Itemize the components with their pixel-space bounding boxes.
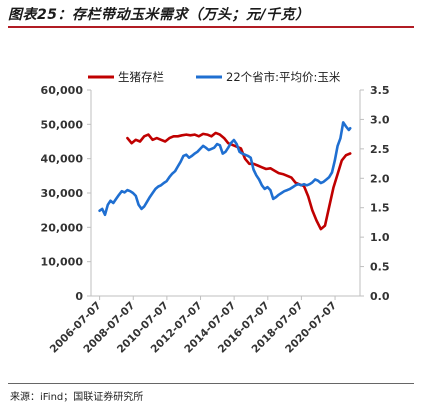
chart-svg: 0 10,000 20,000 30,000 40,000 50,000 60,000 0.0… [41,70,390,356]
y-right-tick-label: 3.5 [370,84,390,97]
y-left-tick-label: 60,000 [41,84,84,97]
y-right-tick-label: 1.5 [370,202,390,215]
y-right-tick-label: 3.0 [370,113,390,126]
y-right-tick-label: 2.5 [370,143,390,156]
chart-axes: 0 10,000 20,000 30,000 40,000 50,000 60,000 0.0… [41,84,390,356]
source-rule [8,383,414,384]
y-left-tick-label: 50,000 [41,118,84,131]
legend-label-hog-inventory: 生猪存栏 [118,70,164,84]
y-right-tick-label: 0.5 [370,261,390,274]
figure-title: 图表25：存栏带动玉米需求（万头；元/千克） [8,7,310,23]
source-note: 来源：iFind；国联证券研究所 [10,392,144,403]
chart-legend: 生猪存栏 22个省市:平均价:玉米 [88,70,341,84]
y-right-tick-label: 2.0 [370,172,390,185]
y-left-tick-label: 20,000 [41,221,84,234]
legend-label-corn-price: 22个省市:平均价:玉米 [226,70,341,84]
chart-series-layer [98,121,352,231]
y-right-tick-label: 0.0 [370,290,390,303]
title-rule [8,26,414,28]
chart-container: 0 10,000 20,000 30,000 40,000 50,000 60,000 0.0… [0,30,422,380]
y-left-tick-label: 10,000 [41,256,84,269]
y-right-tick-label: 1.0 [370,231,390,244]
y-left-tick-label: 30,000 [41,187,84,200]
series-line-corn-price [98,121,352,217]
y-left-tick-label: 0 [75,290,83,303]
y-left-tick-label: 40,000 [41,153,84,166]
